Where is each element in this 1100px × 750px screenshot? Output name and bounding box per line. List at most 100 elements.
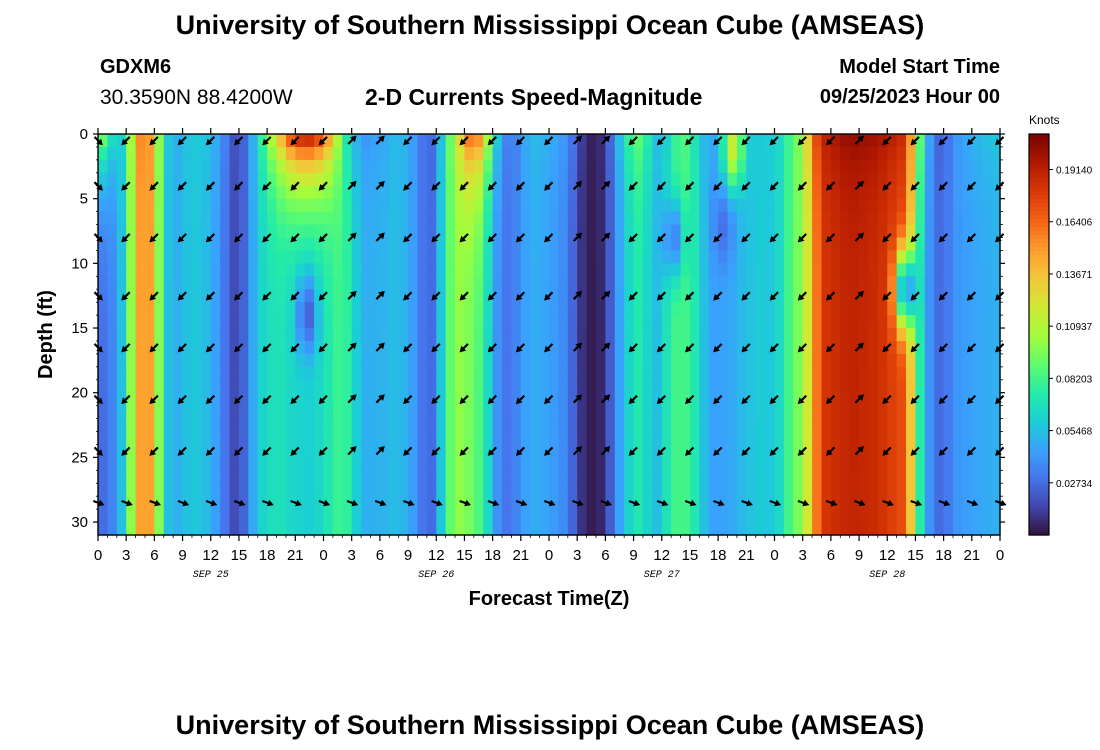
- heatmap-cell: [276, 211, 287, 226]
- heatmap-cell: [718, 366, 729, 381]
- heatmap-cell: [558, 366, 569, 381]
- heatmap-cell: [238, 392, 249, 407]
- heatmap-cell: [492, 431, 503, 446]
- heatmap-cell: [624, 418, 635, 433]
- heatmap-cell: [238, 172, 249, 187]
- current-vector-arrowhead: [656, 397, 664, 405]
- heatmap-cell: [408, 509, 419, 523]
- heatmap-cell: [624, 276, 635, 290]
- heatmap-cell: [549, 496, 559, 510]
- heatmap-cell: [285, 315, 296, 329]
- heatmap-cell: [577, 289, 588, 303]
- current-vector-arrowhead: [769, 293, 777, 301]
- heatmap-cell: [774, 224, 785, 239]
- heatmap-cell: [736, 159, 747, 174]
- heatmap-cell: [661, 405, 672, 420]
- heatmap-cell: [389, 302, 400, 316]
- heatmap-cell: [238, 185, 249, 200]
- heatmap-cell: [182, 276, 193, 290]
- heatmap-cell: [473, 263, 484, 277]
- heatmap-cell: [229, 496, 240, 510]
- heatmap-cell: [614, 353, 625, 368]
- heatmap-cell: [624, 483, 635, 497]
- heatmap-cell: [163, 392, 174, 407]
- heatmap-cell: [201, 134, 212, 148]
- heatmap-cell: [661, 185, 672, 200]
- heatmap-cell: [783, 509, 794, 523]
- heatmap-cell: [464, 522, 475, 536]
- heatmap-cell: [774, 328, 785, 342]
- heatmap-cell: [398, 237, 409, 252]
- heatmap-cell: [671, 276, 682, 290]
- heatmap-cell: [126, 224, 137, 239]
- heatmap-cell: [144, 340, 155, 355]
- heatmap-cell: [304, 211, 315, 226]
- heatmap-cell: [173, 237, 184, 252]
- heatmap-cell: [163, 250, 174, 264]
- heatmap-cell: [464, 457, 475, 471]
- heatmap-cell: [934, 237, 945, 252]
- heatmap-cell: [408, 522, 419, 536]
- heatmap-cell: [379, 470, 390, 484]
- heatmap-cell: [351, 392, 362, 407]
- heatmap-cell: [605, 237, 616, 252]
- heatmap-cell: [953, 134, 964, 148]
- heatmap-cell: [257, 444, 268, 458]
- heatmap-cell: [511, 276, 522, 290]
- heatmap-cell: [934, 276, 945, 290]
- heatmap-cell: [802, 522, 813, 536]
- heatmap-cell: [896, 172, 907, 187]
- heatmap-cell: [530, 340, 541, 355]
- heatmap-cell: [182, 522, 193, 536]
- heatmap-cell: [163, 289, 174, 303]
- heatmap-cell: [549, 328, 559, 342]
- heatmap-cell: [436, 431, 447, 446]
- heatmap-cell: [840, 457, 851, 471]
- heatmap-cell: [727, 185, 738, 200]
- heatmap-cell: [830, 509, 841, 523]
- heatmap-cell: [614, 250, 625, 264]
- heatmap-cell: [126, 496, 137, 510]
- heatmap-cell: [774, 198, 785, 213]
- heatmap-cell: [417, 328, 428, 342]
- heatmap-cell: [220, 250, 231, 264]
- heatmap-cell: [915, 457, 926, 471]
- heatmap-cell: [896, 302, 907, 316]
- heatmap-cell: [774, 276, 785, 290]
- heatmap-cell: [877, 315, 888, 329]
- heatmap-cell: [98, 289, 108, 303]
- heatmap-cell: [126, 250, 137, 264]
- heatmap-cell: [577, 134, 588, 148]
- heatmap-cell: [163, 315, 174, 329]
- heatmap-cell: [765, 172, 776, 187]
- heatmap-cell: [915, 496, 926, 510]
- heatmap-cell: [116, 431, 127, 446]
- heatmap-cell: [661, 198, 672, 213]
- colorbar-tick-label: 0.16406: [1056, 218, 1093, 229]
- heatmap-cell: [295, 509, 306, 523]
- colorbar-segment: [1029, 514, 1049, 520]
- heatmap-cell: [267, 224, 278, 239]
- heatmap-cell: [98, 276, 108, 290]
- heatmap-cell: [276, 250, 287, 264]
- heatmap-cell: [445, 457, 456, 471]
- heatmap-cell: [586, 509, 597, 523]
- heatmap-cell: [746, 470, 757, 484]
- heatmap-cell: [191, 134, 202, 148]
- heatmap-cell: [783, 224, 794, 239]
- current-vector-arrowhead: [149, 184, 157, 191]
- heatmap-cell: [530, 263, 541, 277]
- heatmap-cell: [539, 134, 550, 148]
- heatmap-cell: [436, 366, 447, 381]
- heatmap-cell: [859, 405, 870, 420]
- heatmap-cell: [962, 315, 973, 329]
- heatmap-cell: [774, 263, 785, 277]
- heatmap-cell: [342, 289, 353, 303]
- heatmap-cell: [765, 340, 776, 355]
- heatmap-cell: [191, 366, 202, 381]
- current-vector-arrowhead: [910, 138, 918, 146]
- heatmap-cell: [577, 328, 588, 342]
- heatmap-cell: [314, 263, 325, 277]
- y-tick-label: 0: [80, 126, 88, 143]
- heatmap-cell: [220, 483, 231, 497]
